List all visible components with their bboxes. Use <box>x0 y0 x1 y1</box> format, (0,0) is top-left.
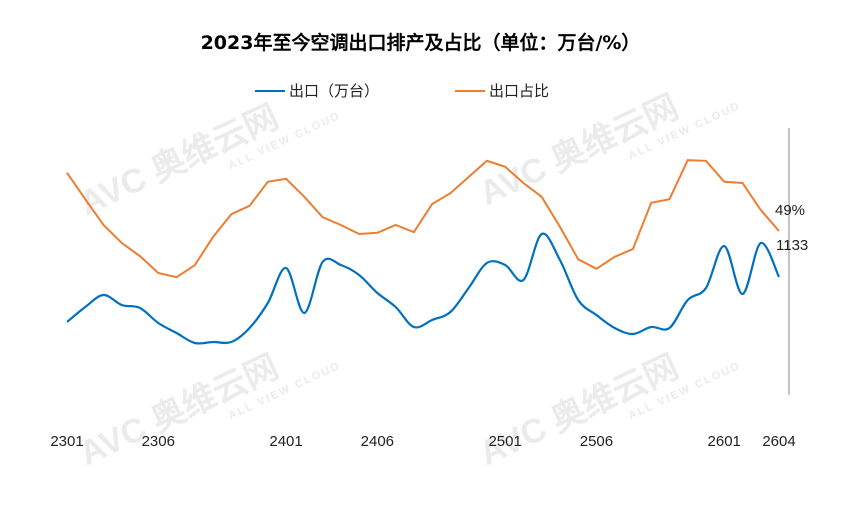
legend-swatch-orange <box>455 89 485 92</box>
series-line-export <box>66 232 780 345</box>
legend-label: 出口（万台） <box>289 82 380 100</box>
x-tick-label: 2301 <box>50 433 83 450</box>
x-tick-label: 2604 <box>762 433 795 450</box>
legend-item-share: 出口占比 <box>455 80 549 101</box>
legend-label: 出口占比 <box>489 82 550 100</box>
x-tick-label: 2306 <box>142 433 175 450</box>
data-label-export: 1133 <box>776 237 808 254</box>
legend-swatch-blue <box>255 89 285 92</box>
data-label-share: 49% <box>775 202 805 219</box>
series-line-share <box>66 159 780 279</box>
x-tick-label: 2506 <box>580 433 613 450</box>
x-tick-label: 2601 <box>708 433 741 450</box>
chart-title: 2023年至今空调出口排产及占比（单位：万台/%） <box>200 32 641 54</box>
x-tick-label: 2401 <box>269 433 302 450</box>
x-tick-label: 2406 <box>361 433 394 450</box>
x-tick-label: 2501 <box>488 433 521 450</box>
legend-item-export: 出口（万台） <box>255 80 379 101</box>
